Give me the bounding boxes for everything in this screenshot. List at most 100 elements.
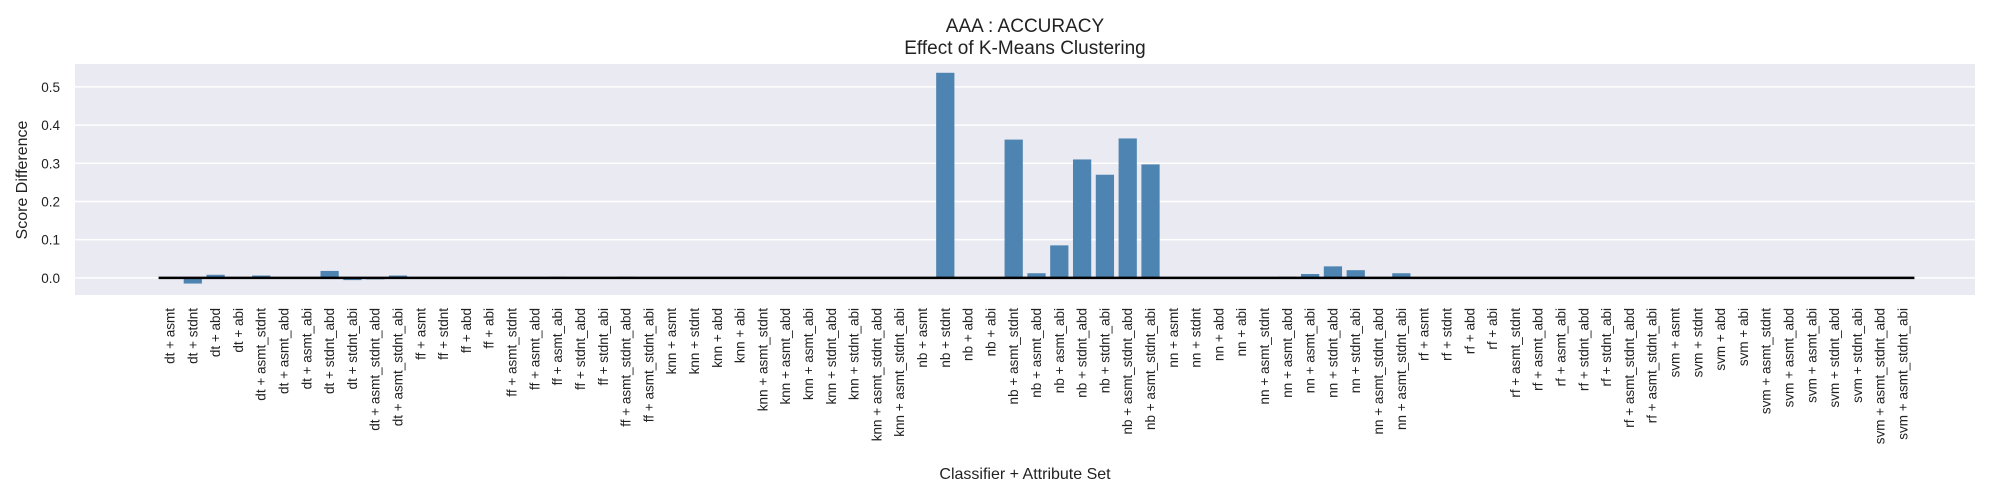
x-tick-label: nn + asmt [1166, 308, 1181, 368]
bar [1392, 273, 1411, 278]
x-tick-label: rf + asmt_abi [1553, 308, 1568, 386]
x-axis-label: Classifier + Attribute Set [939, 466, 1111, 483]
y-tick-labels: 0.0 0.1 0.2 0.3 0.4 0.5 [41, 80, 60, 286]
x-tick-label: nn + stdnt [1189, 308, 1204, 368]
x-tick-label: nb + stdnt [938, 308, 953, 368]
bars [183, 72, 1411, 284]
chart-title: AAA : ACCURACY [946, 16, 1105, 37]
x-tick-label: ff + stdnt [436, 308, 451, 360]
x-tick-label: ff + asmt [413, 308, 428, 360]
x-tick-label: svm + asmt [1667, 308, 1682, 378]
x-tick-label: nb + asmt [915, 308, 930, 368]
x-tick-label: rf + asmt_stdnt [1508, 308, 1523, 398]
x-tick-label: knn + asmt_abi [801, 308, 816, 400]
bar [1095, 174, 1115, 278]
x-tick-label: svm + asmt_stdnt_abi [1896, 308, 1911, 440]
x-tick-label: dt + stdnt [185, 308, 200, 364]
x-tick-label: nn + asmt_stdnt [1257, 308, 1272, 405]
x-tick-label: svm + asmt_stdnt [1759, 308, 1774, 414]
x-tick-label: knn + stdnt [687, 308, 702, 375]
x-tick-label: svm + stdnt_abi [1850, 308, 1865, 403]
x-tick-label: ff + asmt_abd [527, 308, 542, 390]
x-tick-label: rf + asmt_stdnt_abd [1622, 308, 1637, 428]
y-axis-label: Score Difference [14, 120, 31, 239]
bar [1301, 274, 1320, 278]
x-tick-labels: dt + asmt dt + stdnt dt + abd dt + abi dt + … [163, 308, 1911, 444]
x-tick-label: knn + stdnt_abd [824, 308, 839, 404]
x-tick-label: dt + stdnt_abi [345, 308, 360, 389]
x-tick-label: dt + asmt_abi [299, 308, 314, 389]
x-tick-label: nn + abd [1211, 308, 1226, 361]
x-tick-label: svm + abd [1713, 308, 1728, 371]
x-tick-label: knn + asmt_stdnt_abd [869, 308, 884, 441]
x-tick-label: knn + stdnt_abi [847, 308, 862, 400]
bar [1323, 266, 1343, 278]
bar [1050, 245, 1069, 278]
x-tick-label: ff + stdnt_abd [573, 308, 588, 390]
x-tick-label: nb + stdnt_abi [1097, 308, 1112, 393]
x-tick-label: rf + abd [1462, 308, 1477, 354]
bar [1072, 159, 1092, 278]
x-tick-label: nb + abd [961, 308, 976, 361]
x-tick-label: nb + asmt_stdnt_abd [1120, 308, 1135, 434]
x-tick-label: dt + abi [231, 308, 246, 353]
bar [1346, 270, 1365, 278]
x-tick-label: rf + asmt_abd [1531, 308, 1546, 391]
x-tick-label: ff + abi [482, 308, 497, 349]
x-tick-label: nb + abi [983, 308, 998, 356]
x-tick-label: dt + abd [208, 308, 223, 357]
bar [183, 277, 202, 284]
y-tick-label: 0.3 [41, 156, 60, 171]
bar [1118, 138, 1137, 278]
x-tick-label: ff + asmt_stdnt_abi [641, 308, 656, 422]
bar [320, 270, 339, 278]
y-tick-label: 0.0 [41, 271, 60, 286]
x-tick-label: ff + abd [459, 308, 474, 353]
y-tick-label: 0.4 [41, 118, 60, 133]
x-tick-label: ff + asmt_stdnt_abd [619, 308, 634, 427]
x-tick-label: nb + asmt_stdnt_abi [1143, 308, 1158, 430]
x-tick-label: rf + abi [1485, 308, 1500, 350]
y-tick-label: 0.5 [41, 80, 60, 95]
x-tick-label: knn + asmt [664, 308, 679, 375]
x-tick-label: dt + asmt [163, 308, 178, 364]
x-tick-label: nb + stdnt_abd [1075, 308, 1090, 398]
x-tick-label: nn + asmt_stdnt_abd [1371, 308, 1386, 434]
x-tick-label: ff + stdnt_abi [596, 308, 611, 385]
x-tick-label: nn + stdnt_abd [1325, 308, 1340, 398]
x-tick-label: ff + asmt_stdnt [505, 308, 520, 397]
x-tick-label: dt + asmt_stdnt_abd [368, 308, 383, 431]
plot-area [75, 64, 1975, 295]
chart-subtitle: Effect of K-Means Clustering [904, 38, 1145, 59]
x-tick-label: nb + asmt_abd [1029, 308, 1044, 398]
x-tick-label: dt + asmt_stdnt [254, 308, 269, 401]
x-tick-label: svm + asmt_stdnt_abd [1873, 308, 1888, 444]
x-tick-label: nb + asmt_stdnt [1006, 308, 1021, 405]
x-tick-label: dt + stdnt_abd [322, 308, 337, 394]
x-tick-label: nn + asmt_abi [1303, 308, 1318, 393]
x-tick-label: rf + stdnt [1439, 308, 1454, 361]
x-tick-label: svm + abi [1736, 308, 1751, 366]
y-tick-label: 0.2 [41, 194, 60, 209]
x-tick-label: svm + stdnt [1690, 308, 1705, 378]
bar [1027, 273, 1046, 278]
x-tick-label: rf + stdnt_abd [1576, 308, 1591, 391]
bar [936, 72, 955, 278]
x-tick-label: nn + asmt_abd [1280, 308, 1295, 398]
x-tick-label: rf + asmt_stdnt_abi [1645, 308, 1660, 423]
bar [206, 274, 225, 278]
x-tick-label: dt + asmt_stdnt_abi [391, 308, 406, 426]
x-tick-label: svm + asmt_abd [1781, 308, 1796, 407]
bar [1141, 164, 1160, 278]
x-tick-label: svm + asmt_abi [1804, 308, 1819, 403]
x-tick-label: nb + asmt_abi [1052, 308, 1067, 393]
x-tick-label: nn + abi [1234, 308, 1249, 356]
x-tick-label: svm + stdnt_abd [1827, 308, 1842, 407]
x-tick-label: dt + asmt_abd [277, 308, 292, 394]
x-tick-label: knn + asmt_stdnt [755, 308, 770, 411]
x-tick-label: ff + asmt_abi [550, 308, 565, 385]
x-tick-label: knn + abi [733, 308, 748, 363]
x-tick-label: knn + asmt_stdnt_abi [892, 308, 907, 437]
x-tick-label: nn + stdnt_abi [1348, 308, 1363, 393]
